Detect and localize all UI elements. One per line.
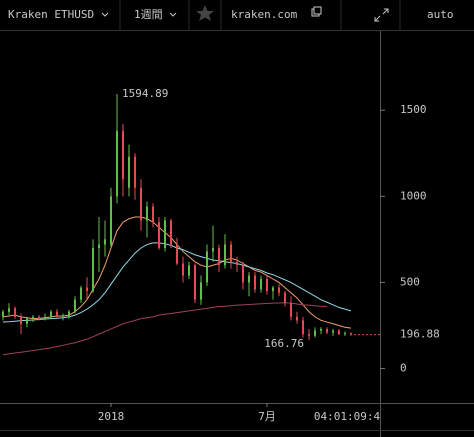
y-tick-label: 1500 — [400, 103, 427, 116]
candle-body — [344, 333, 346, 335]
candle-body — [68, 311, 70, 317]
x-tick-label: 2018 — [98, 410, 125, 423]
candle-body — [20, 316, 22, 324]
candle-body — [104, 239, 106, 245]
candle-body — [308, 334, 310, 336]
candle-body — [14, 308, 16, 317]
candle-body — [152, 206, 154, 223]
candle-body — [272, 287, 274, 292]
candle-body — [260, 279, 262, 290]
candle-body — [302, 320, 304, 335]
candle-body — [32, 316, 34, 319]
candle-body — [200, 282, 202, 300]
candle-body — [296, 316, 298, 321]
candle-body — [314, 330, 316, 336]
candle-body — [326, 328, 328, 333]
chevron[interactable] — [169, 12, 177, 17]
candle-body — [98, 244, 100, 248]
candle-body — [224, 244, 226, 266]
candle-body — [128, 156, 130, 188]
candle-body — [350, 333, 352, 335]
candle-body — [188, 265, 190, 276]
candle-body — [116, 130, 118, 197]
expand-icon[interactable] — [374, 8, 389, 22]
y-tick-label: 0 — [400, 362, 407, 375]
scale-mode[interactable]: auto — [427, 8, 454, 21]
candle-body — [242, 265, 244, 283]
candle-body — [278, 287, 280, 293]
high-label: 1594.89 — [122, 87, 168, 100]
y-tick-label: 500 — [400, 275, 420, 288]
candle-body — [170, 220, 172, 245]
low-label: 166.76 — [264, 337, 304, 350]
candle-body — [44, 316, 46, 319]
candle-body — [338, 330, 340, 335]
candle-body — [80, 287, 82, 300]
candle-body — [236, 261, 238, 266]
candle-body — [158, 222, 160, 248]
symbol[interactable]: Kraken ETHUSD — [8, 8, 94, 21]
toolbar: Kraken ETHUSD 1週間 kraken.com auto — [0, 0, 474, 31]
candle-body — [146, 206, 148, 221]
x-tick-label: 7月 — [258, 410, 276, 423]
last-price-label: 196.88 — [400, 328, 440, 341]
candle-body — [56, 311, 58, 317]
candle-body — [230, 244, 232, 262]
chevron[interactable] — [101, 12, 109, 17]
countdown: 04:01:09:4 — [314, 410, 381, 423]
candle-body — [8, 308, 10, 312]
candle-body — [122, 130, 124, 180]
candle-body — [74, 299, 76, 312]
candle-body — [212, 248, 214, 252]
candle-body — [164, 220, 166, 248]
interval[interactable]: 1週間 — [134, 8, 163, 21]
candle-body — [140, 187, 142, 221]
candle-body — [50, 311, 52, 317]
candle-body — [248, 275, 250, 283]
candle-body — [332, 330, 334, 333]
candle-body — [182, 263, 184, 276]
candle-body — [290, 303, 292, 317]
candle-body — [194, 265, 196, 300]
candle-body — [284, 292, 286, 304]
candle-body — [320, 328, 322, 331]
candle-body — [26, 318, 28, 324]
candle-body — [176, 244, 178, 264]
moving-average — [2, 302, 328, 356]
popout-icon[interactable] — [313, 6, 322, 15]
candle-body — [206, 251, 208, 283]
site[interactable]: kraken.com — [231, 8, 298, 21]
candle-body — [86, 287, 88, 292]
y-tick-label: 1000 — [400, 189, 427, 202]
candle-body — [38, 316, 40, 319]
candle-body — [134, 156, 136, 188]
candle-body — [92, 248, 94, 292]
candle-body — [254, 275, 256, 290]
candle-body — [266, 279, 268, 292]
candle-body — [218, 248, 220, 266]
star-icon[interactable] — [196, 5, 214, 21]
candle-body — [110, 196, 112, 245]
candle-body — [2, 311, 4, 317]
candle-body — [62, 316, 64, 318]
